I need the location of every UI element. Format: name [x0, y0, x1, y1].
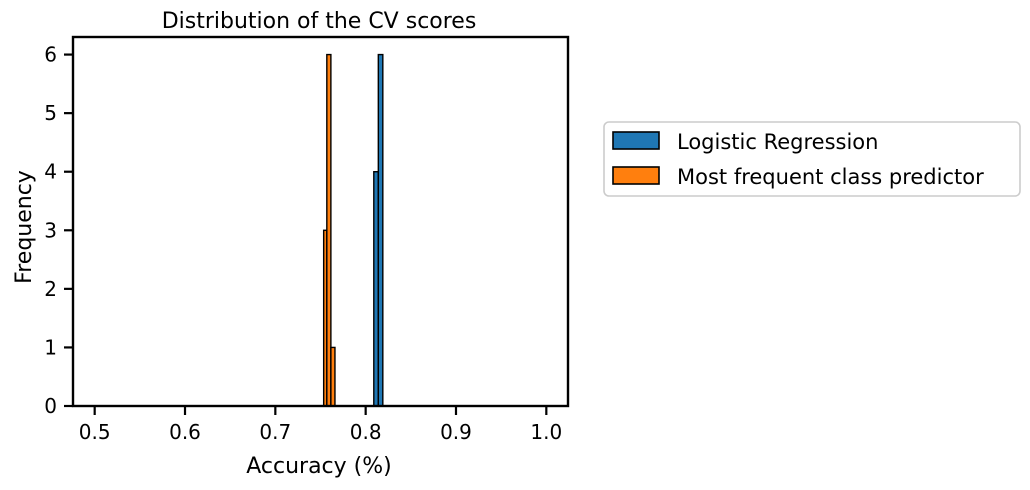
x-tick-label: 0.6: [169, 420, 201, 444]
legend-label-most-frequent-class-predictor: Most frequent class predictor: [677, 165, 984, 189]
x-axis-label: Accuracy (%): [246, 454, 392, 479]
legend-swatch-most-frequent-class-predictor: [612, 166, 660, 185]
bars-layer: [322, 53, 384, 407]
y-tick-label: 5: [44, 101, 57, 125]
bar-most-frequent-class-predictor-2: [330, 346, 336, 407]
chart-title: Distribution of the CV scores: [162, 9, 477, 34]
x-axis-ticks: 0.5 0.6 0.7 0.8 0.9 1.0: [79, 406, 562, 444]
y-tick-label: 4: [44, 160, 57, 184]
bar-logistic-regression-1: [377, 53, 384, 407]
x-tick-label: 0.7: [259, 420, 291, 444]
y-tick-label: 1: [44, 335, 57, 359]
legend: Logistic Regression Most frequent class …: [603, 121, 1021, 197]
y-tick-label: 3: [44, 218, 57, 242]
legend-swatch-logistic-regression: [612, 131, 660, 150]
x-tick-label: 1.0: [530, 420, 562, 444]
x-tick-label: 0.5: [79, 420, 111, 444]
legend-frame: [603, 121, 1021, 197]
legend-label-logistic-regression: Logistic Regression: [677, 130, 878, 154]
y-axis-ticks: 0 1 2 3 4 5 6: [44, 43, 73, 418]
y-tick-label: 6: [44, 43, 57, 67]
plot-frame: [71, 35, 570, 408]
y-tick-label: 2: [44, 277, 57, 301]
x-tick-label: 0.9: [440, 420, 472, 444]
y-axis-label: Frequency: [12, 170, 37, 284]
x-tick-label: 0.8: [350, 420, 382, 444]
y-tick-label: 0: [44, 394, 57, 418]
